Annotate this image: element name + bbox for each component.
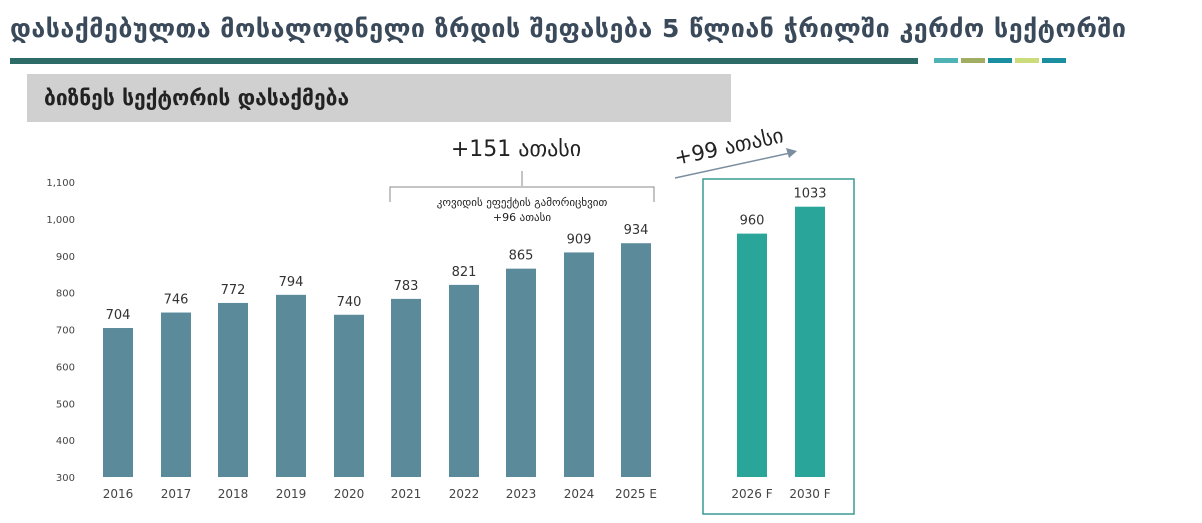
bar-2023	[506, 268, 536, 477]
bar-2026-F	[737, 233, 767, 477]
bar-value-label: 746	[164, 293, 189, 308]
x-tick-label: 2020	[334, 487, 365, 501]
accent-dash	[934, 58, 958, 63]
bar-value-label: 740	[337, 295, 362, 310]
total-growth-label: +151 ათასი	[451, 137, 581, 162]
chart-subtitle: ბიზნეს სექტორის დასაქმება	[44, 86, 350, 110]
covid-note-line2: +96 ათასი	[493, 211, 551, 224]
bar-value-label: 1033	[793, 187, 826, 202]
x-tick-label: 2017	[161, 487, 192, 501]
accent-dash	[961, 58, 985, 63]
bar-value-label: 909	[567, 232, 592, 247]
x-tick-label: 2019	[276, 487, 307, 501]
bar-value-label: 704	[106, 308, 131, 323]
bar-value-label: 934	[624, 223, 649, 238]
bar-2018	[218, 302, 248, 477]
bar-value-label: 794	[279, 275, 304, 290]
bar-value-label: 772	[221, 283, 246, 298]
x-tick-label: 2023	[506, 487, 537, 501]
forecast-arrow	[674, 152, 791, 179]
bar-2020	[334, 314, 364, 477]
forecast-frame	[702, 178, 855, 515]
y-tick-label: 900	[56, 252, 75, 263]
x-tick-label: 2022	[449, 487, 480, 501]
bar-2016	[103, 328, 133, 477]
bar-2025-E	[621, 243, 651, 477]
bar-value-label: 960	[740, 214, 765, 229]
arrow-head-icon	[786, 148, 797, 158]
x-tick-label: 2025 E	[615, 487, 657, 501]
accent-dash	[1042, 58, 1066, 63]
forecast-growth-label: +99 ათასი	[672, 123, 786, 170]
bar-value-label: 783	[394, 279, 419, 294]
covid-bracket	[389, 171, 655, 202]
y-tick-label: 1,100	[46, 178, 75, 189]
bar-2024	[564, 252, 594, 477]
bar-2019	[276, 294, 306, 477]
x-tick-label: 2026 F	[731, 487, 772, 501]
title-underline	[10, 58, 918, 64]
bar-2017	[161, 312, 191, 477]
y-tick-label: 300	[56, 473, 75, 484]
bar-value-label: 865	[509, 249, 534, 264]
y-tick-label: 500	[56, 399, 75, 410]
bar-2021	[391, 298, 421, 477]
accent-dash	[1015, 58, 1039, 63]
accent-dash	[988, 58, 1012, 63]
subtitle-banner	[27, 74, 731, 122]
y-tick-label: 1,000	[46, 215, 75, 226]
x-tick-label: 2030 F	[789, 487, 830, 501]
y-tick-label: 600	[56, 362, 75, 373]
bar-value-label: 821	[452, 265, 477, 280]
covid-note-line1: კოვიდის ეფექტის გამორიცხვით	[437, 196, 608, 209]
x-tick-label: 2016	[103, 487, 134, 501]
x-tick-label: 2018	[218, 487, 249, 501]
y-tick-label: 800	[56, 289, 75, 300]
bar-2022	[449, 284, 479, 477]
x-tick-label: 2024	[564, 487, 595, 501]
y-tick-label: 700	[56, 326, 75, 337]
page-title: დასაქმებულთა მოსალოდნელი ზრდის შეფასება …	[10, 14, 1127, 43]
y-tick-label: 400	[56, 436, 75, 447]
x-tick-label: 2021	[391, 487, 422, 501]
bar-2030-F	[795, 206, 825, 478]
